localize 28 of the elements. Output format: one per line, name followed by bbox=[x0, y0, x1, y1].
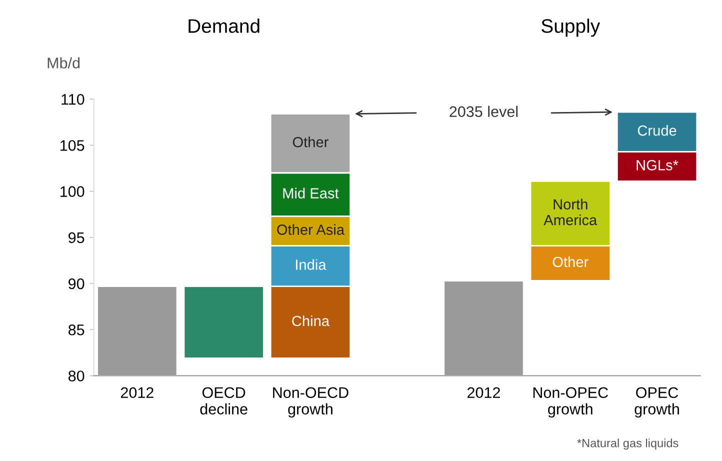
bar bbox=[183, 286, 264, 359]
x-tick-label: 2012 bbox=[468, 387, 500, 398]
x-tick-label: Non-OECD growth bbox=[273, 387, 348, 418]
series-label: Other Asia bbox=[277, 224, 345, 235]
y-tick-label: 80 bbox=[68, 370, 84, 382]
y-tick-label: 90 bbox=[68, 278, 84, 290]
series-label: China bbox=[292, 315, 330, 326]
x-tick-label: Non-OPEC growth bbox=[533, 387, 608, 418]
text: Demand bbox=[188, 18, 260, 33]
y-tick-label: 110 bbox=[62, 94, 84, 105]
series-label: India bbox=[296, 259, 326, 270]
series-label: North America bbox=[544, 198, 598, 226]
y-tick-label: 85 bbox=[68, 324, 84, 336]
series-label: Mid East bbox=[283, 188, 339, 198]
x-tick-label: OECD decline bbox=[200, 387, 248, 415]
y-tick-label: 100 bbox=[60, 186, 84, 197]
text: Supply bbox=[542, 18, 600, 37]
x-tick-label: 2012 bbox=[120, 387, 154, 398]
y-tick-label: 105 bbox=[60, 140, 84, 151]
series-label: Other bbox=[552, 256, 588, 268]
x-tick-label: OPEC growth bbox=[634, 387, 679, 418]
series-label: NGLs* bbox=[636, 160, 678, 170]
series-label: Other bbox=[292, 136, 328, 148]
annotation: 2035 level bbox=[450, 106, 518, 118]
text: *Natural gas liquids bbox=[577, 438, 678, 450]
y-tick-label: 95 bbox=[68, 232, 84, 244]
series-label: Crude bbox=[638, 125, 676, 136]
y-axis-title: Mb/d bbox=[48, 57, 80, 68]
